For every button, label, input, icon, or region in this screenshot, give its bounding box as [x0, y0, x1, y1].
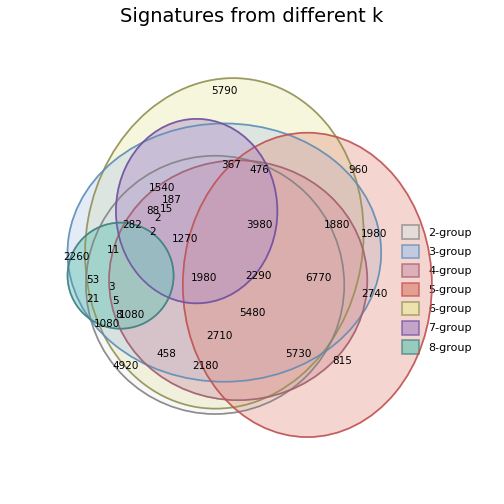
Text: 11: 11 — [107, 245, 120, 256]
Text: 815: 815 — [332, 356, 352, 366]
Ellipse shape — [183, 133, 432, 437]
Legend: 2-group, 3-group, 4-group, 5-group, 6-group, 7-group, 8-group: 2-group, 3-group, 4-group, 5-group, 6-gr… — [397, 220, 477, 359]
Ellipse shape — [86, 156, 344, 414]
Text: 1270: 1270 — [172, 234, 198, 244]
Text: 3980: 3980 — [246, 220, 272, 230]
Text: 5730: 5730 — [285, 349, 311, 359]
Text: 5790: 5790 — [211, 86, 237, 96]
Text: 1080: 1080 — [94, 319, 120, 329]
Text: 458: 458 — [157, 349, 176, 359]
Text: 960: 960 — [348, 165, 368, 174]
Text: 1980: 1980 — [191, 273, 217, 283]
Ellipse shape — [68, 223, 173, 329]
Text: 6770: 6770 — [306, 273, 332, 283]
Text: 1880: 1880 — [324, 220, 350, 230]
Text: 8: 8 — [115, 310, 121, 320]
Text: 2180: 2180 — [193, 360, 219, 370]
Text: 282: 282 — [122, 220, 142, 230]
Text: 2260: 2260 — [64, 252, 90, 262]
Text: 2: 2 — [150, 227, 156, 237]
Text: 88: 88 — [146, 206, 159, 216]
Ellipse shape — [116, 119, 277, 303]
Text: 476: 476 — [249, 165, 269, 174]
Text: 187: 187 — [161, 195, 181, 205]
Ellipse shape — [68, 123, 381, 382]
Text: 5: 5 — [112, 296, 119, 306]
Text: 21: 21 — [86, 294, 99, 304]
Text: 2290: 2290 — [246, 271, 272, 281]
Text: 15: 15 — [160, 204, 173, 214]
Text: 367: 367 — [221, 160, 241, 170]
Text: 1980: 1980 — [361, 229, 388, 239]
Text: 2: 2 — [154, 213, 161, 223]
Text: 1080: 1080 — [119, 310, 145, 320]
Ellipse shape — [109, 160, 367, 400]
Text: 3: 3 — [108, 282, 114, 292]
Ellipse shape — [85, 78, 363, 409]
Text: 53: 53 — [86, 275, 99, 285]
Text: 5480: 5480 — [239, 307, 265, 318]
Text: 2710: 2710 — [207, 331, 233, 341]
Title: Signatures from different k: Signatures from different k — [120, 7, 384, 26]
Text: 4920: 4920 — [112, 360, 139, 370]
Text: 2740: 2740 — [361, 289, 388, 299]
Text: 1540: 1540 — [149, 183, 175, 193]
